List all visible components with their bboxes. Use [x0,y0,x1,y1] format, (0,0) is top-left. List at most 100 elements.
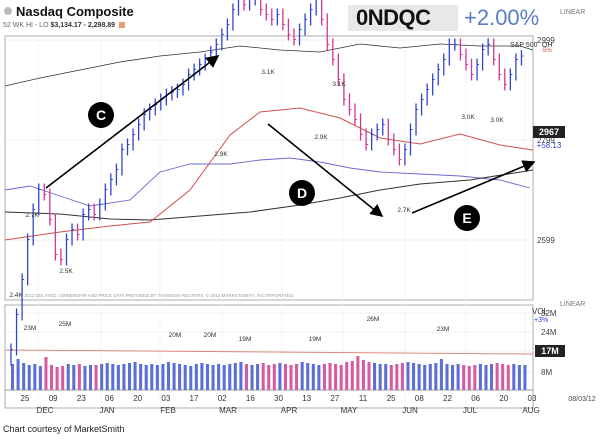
volume-bar [183,365,187,390]
volume-bar [150,364,154,390]
volume-bar [423,365,427,390]
volume-bar [400,363,404,390]
volume-annotation: 26M [367,316,380,323]
chart-lines [4,43,534,355]
ticker-symbol: 0NDQC [356,5,431,30]
x-day-tick-label: 03 [161,394,170,403]
price-annotation: 3.1K [261,69,275,76]
volume-bar [428,364,432,390]
volume-bar [278,363,282,390]
range-label: 52 WK HI - LO [3,22,49,29]
x-day-tick-label: 17 [190,394,199,403]
x-month-tick-label: DEC [37,406,54,415]
volume-bar [256,364,260,390]
volume-bar [334,364,338,390]
chart-grid [4,35,534,409]
volume-bar [512,364,516,390]
volume-bar [22,363,26,390]
volume-bar [155,365,159,390]
x-day-tick-label: 20 [499,394,508,403]
arrow-e [411,160,536,214]
volume-bar [11,364,15,390]
x-month-tick-label: AUG [522,406,539,415]
x-day-tick-label: 06 [471,394,480,403]
settings-dot-icon[interactable] [4,7,12,15]
volume-bar [350,361,354,390]
date-label: 08/03/12 [568,396,595,403]
volume-bar [200,363,204,390]
reference-change-label: -5% [541,48,552,54]
price-annotation: 2.7K [397,207,411,214]
volume-bar [490,364,494,390]
flag-icon [119,22,126,29]
reference-series-label: S&P 500 [510,42,538,49]
x-day-tick-label: 22 [443,394,452,403]
watermark-text: © 2012 DELAYED. OWNERSHIP AND PRICE DATA… [20,292,294,298]
price-annotation: 2.4K [9,292,23,299]
x-month-tick-label: JUL [463,406,478,415]
volume-bar [222,365,226,390]
price-annotation: 2.7K [25,212,39,219]
volume-annotation: 20M [169,332,182,339]
volume-bar [189,366,193,390]
volume-tick-label: 32M [541,309,557,318]
wave-badge-label: E [462,210,471,226]
price-tick-label: 2999 [537,36,555,45]
volume-bar [384,364,388,390]
reference-tag-label: OH [542,42,553,49]
volume-bar [439,359,443,390]
volume-bar [467,366,471,390]
wave-badges: C D E [88,102,480,231]
x-month-tick-label: APR [281,406,298,415]
volume-bar [178,364,182,390]
x-month-tick-label: JAN [99,406,114,415]
volume-bar [272,364,276,390]
volume-bar [501,364,505,390]
volume-bar [66,364,70,390]
volume-bar [267,365,271,390]
x-day-tick-label: 25 [21,394,30,403]
volume-bar [406,362,410,390]
volume-bar [205,364,210,390]
volume-bar [462,365,466,390]
volume-bar [523,365,527,390]
x-month-tick-label: JUN [402,406,418,415]
chart-title: Nasdaq Composite [16,4,134,19]
chart-credit: Chart courtesy of MarketSmith [3,424,125,434]
volume-bar [122,364,126,390]
sp500-line [4,43,534,87]
x-day-tick-label: 30 [274,394,283,403]
volume-bar [367,362,371,390]
volume-bar [345,362,349,390]
last-price-box [533,126,565,138]
volume-bar [33,364,37,390]
x-month-tick-label: FEB [160,406,176,415]
volume-bar [356,356,360,390]
volume-annotation: 23M [437,326,450,333]
volume-bar [144,365,148,390]
price-annotation: 2.5K [59,268,73,275]
price-annotation: 3.1K [332,81,346,88]
volume-bar [495,363,499,390]
relative-strength-line [4,157,531,207]
x-day-tick-label: 25 [387,394,396,403]
wave-badge-label: C [96,107,106,123]
volume-bar [139,364,143,390]
volume-bar [311,364,315,390]
volume-bar [55,367,59,390]
volume-bar [412,363,416,390]
volume-change-label: +3% [534,317,548,324]
volume-bar [166,362,171,390]
x-day-tick-label: 02 [218,394,227,403]
volume-bar [72,365,76,390]
volume-bar [38,366,42,390]
x-day-tick-label: 08 [415,394,424,403]
x-day-tick-label: 27 [330,394,339,403]
volume-bar [239,362,243,390]
price-bars [10,0,524,366]
volume-bar [395,364,399,390]
volume-bar [27,365,31,390]
volume-bar [434,363,438,390]
x-day-tick-label: 09 [49,394,58,403]
